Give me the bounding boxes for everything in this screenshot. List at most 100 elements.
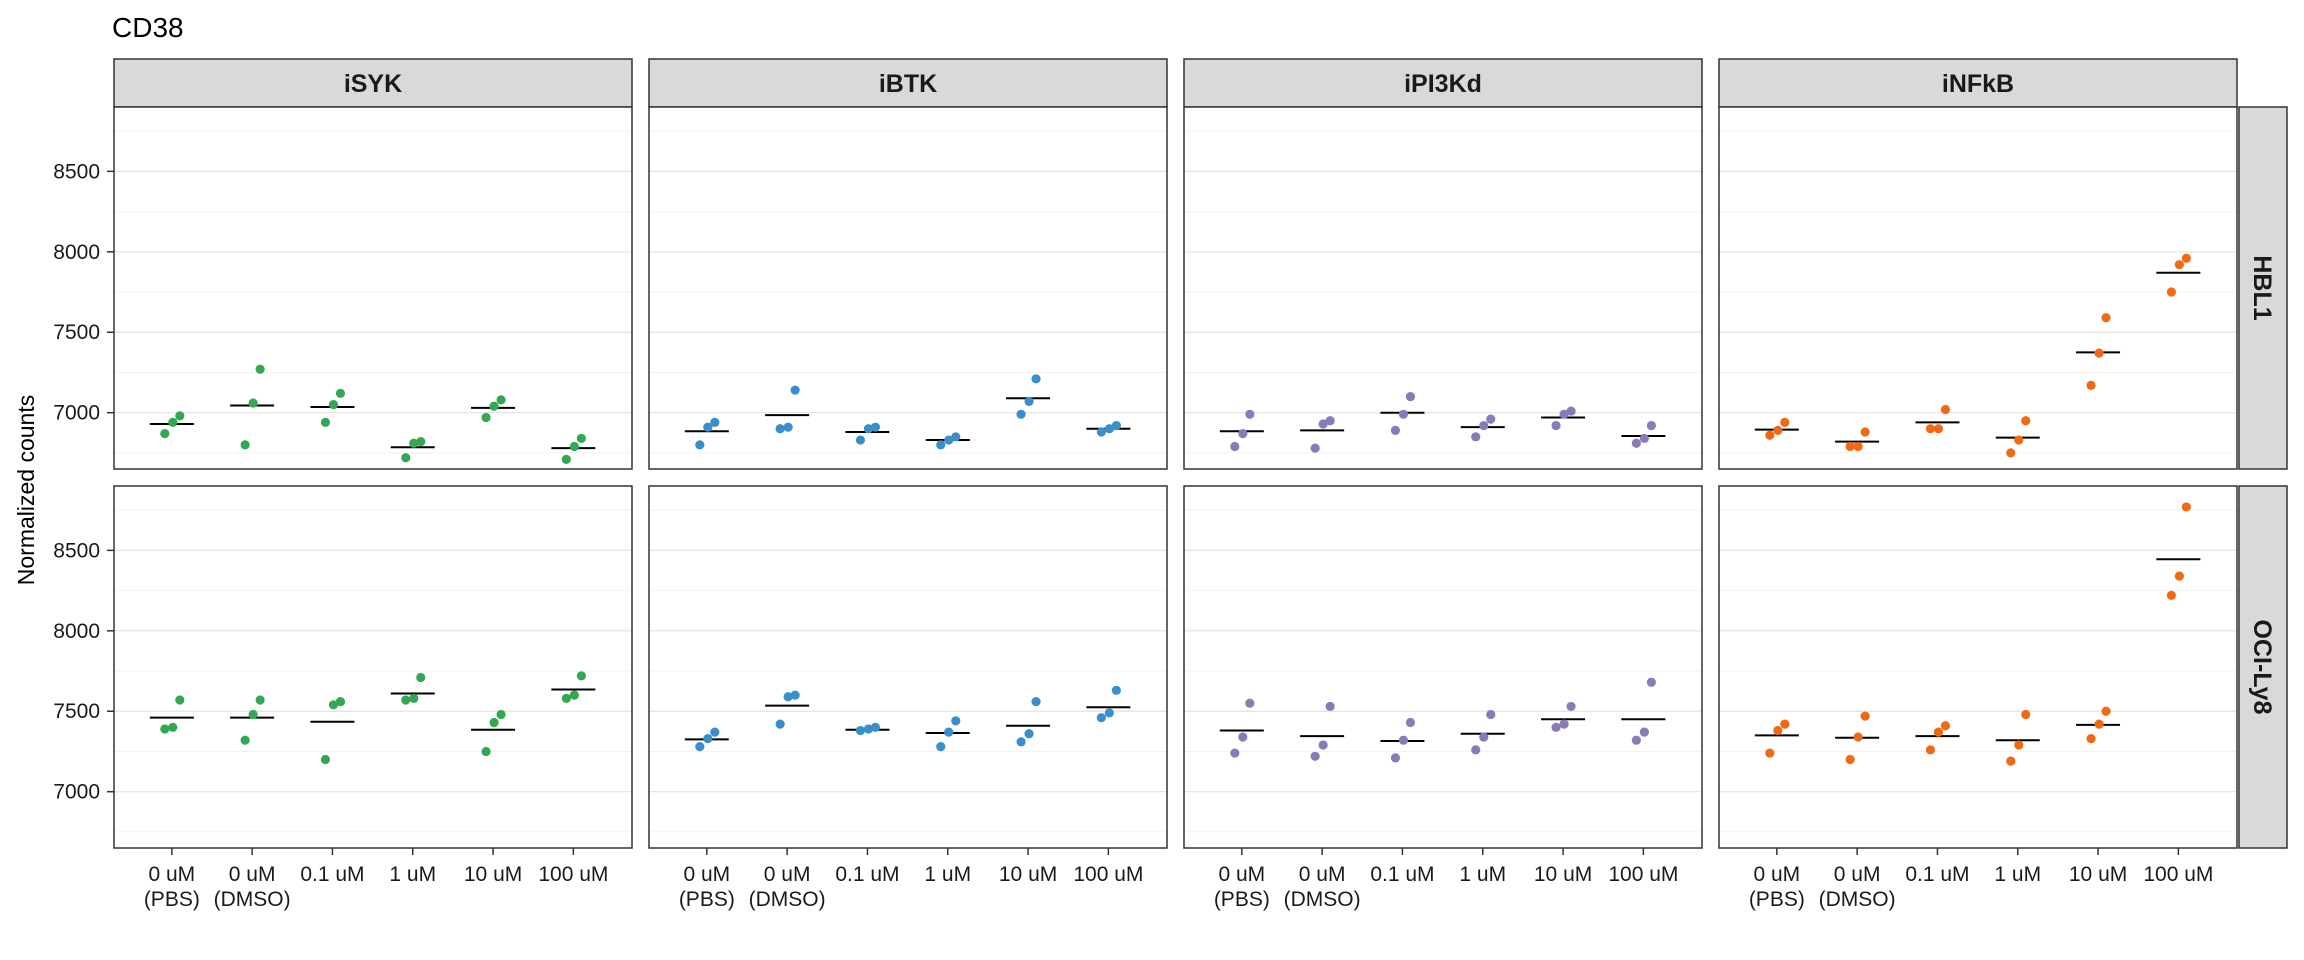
x-tick-label-line: 0 uM xyxy=(229,863,276,886)
x-tick-label: 10 uM xyxy=(1534,863,1592,886)
data-point xyxy=(1318,419,1328,429)
data-point xyxy=(703,422,713,432)
data-point xyxy=(870,422,881,432)
data-point xyxy=(401,695,411,705)
x-tick-label: 1 uM xyxy=(1994,863,2041,886)
row-label-HBL1: HBL1 xyxy=(2248,255,2276,320)
data-point xyxy=(1096,713,1106,723)
panel-background xyxy=(114,486,632,848)
data-point xyxy=(1566,701,1576,712)
x-tick-label: 10 uM xyxy=(464,863,522,886)
x-tick-label: 0 uM (DMSO) xyxy=(749,863,826,911)
data-point xyxy=(1245,698,1255,708)
data-point xyxy=(790,690,800,700)
data-point xyxy=(2174,571,2184,581)
x-tick-label: 0 uM (DMSO) xyxy=(1819,863,1896,911)
x-tick-label: 10 uM xyxy=(2069,863,2127,886)
data-point xyxy=(1405,392,1416,402)
data-point xyxy=(2094,719,2104,729)
panel-background xyxy=(1719,486,2237,848)
facet-label-iBTK: iBTK xyxy=(879,70,937,98)
x-tick-label-line: 0 uM xyxy=(683,863,730,886)
data-point xyxy=(863,724,874,734)
data-point xyxy=(335,696,346,707)
data-point xyxy=(951,432,961,442)
data-point xyxy=(255,364,265,374)
x-tick-label-line: 1 uM xyxy=(1994,863,2041,886)
data-point xyxy=(1486,414,1496,424)
data-point xyxy=(401,453,411,463)
y-tick-label: 8500 xyxy=(53,160,100,183)
x-tick-label-line: (PBS) xyxy=(1214,888,1270,911)
panel-background xyxy=(1184,486,1702,848)
data-point xyxy=(1559,409,1569,419)
x-tick-label: 0 uM (PBS) xyxy=(1749,863,1805,911)
x-tick-label-line: 0 uM xyxy=(764,863,811,886)
x-tick-label-line: 0.1 uM xyxy=(835,863,899,886)
data-point xyxy=(1310,443,1320,453)
y-tick-label: 8000 xyxy=(53,241,100,264)
data-point xyxy=(1559,719,1569,729)
data-point xyxy=(1940,404,1951,415)
x-tick-label-line: 100 uM xyxy=(1608,863,1678,886)
data-point xyxy=(160,429,170,439)
facet-strip-iSYK xyxy=(113,58,633,108)
row-label-OCI-Ly8: OCI-Ly8 xyxy=(2248,620,2276,715)
data-point xyxy=(1853,732,1863,742)
data-point xyxy=(576,433,586,444)
data-point xyxy=(248,398,258,408)
facet-strip-iNFkB xyxy=(1718,58,2238,108)
panel-background xyxy=(114,107,632,469)
data-point xyxy=(936,440,946,450)
row-strip-OCI-Ly8 xyxy=(2238,485,2288,849)
x-tick-label-line: 10 uM xyxy=(464,863,522,886)
x-tick-label-line: (PBS) xyxy=(679,888,735,911)
data-point xyxy=(1925,745,1936,755)
x-tick-label-line: 0.1 uM xyxy=(300,863,364,886)
data-point xyxy=(1551,420,1561,431)
data-point xyxy=(1471,745,1481,755)
data-point xyxy=(1631,438,1641,448)
data-point xyxy=(1325,701,1335,712)
data-point xyxy=(695,742,705,752)
chart-title: CD38 xyxy=(112,12,184,43)
data-point xyxy=(2006,448,2016,458)
y-tick-label: 8000 xyxy=(53,620,100,643)
data-point xyxy=(320,417,331,427)
data-point xyxy=(944,727,954,737)
data-point xyxy=(1398,409,1409,419)
data-point xyxy=(1765,748,1775,758)
data-point xyxy=(489,717,499,728)
data-point xyxy=(2101,313,2111,323)
data-point xyxy=(569,441,579,452)
x-tick-label: 100 uM xyxy=(2143,863,2213,886)
data-point xyxy=(775,424,785,434)
data-point xyxy=(855,435,866,445)
data-point xyxy=(409,693,419,703)
data-point xyxy=(1031,374,1041,384)
data-point xyxy=(1245,409,1255,419)
data-point xyxy=(1238,429,1248,439)
data-point xyxy=(1111,685,1121,695)
x-tick-label: 100 uM xyxy=(538,863,608,886)
x-tick-label-line: 0 uM xyxy=(1834,863,1881,886)
x-tick-label-line: (DMSO) xyxy=(749,888,826,911)
data-point xyxy=(496,709,506,720)
data-point xyxy=(1639,727,1649,737)
data-point xyxy=(2086,380,2096,390)
data-point xyxy=(1933,727,1944,737)
data-point xyxy=(1765,430,1775,440)
x-tick-label: 0 uM (DMSO) xyxy=(214,863,291,911)
data-point xyxy=(2181,253,2191,263)
data-point xyxy=(1024,729,1034,739)
data-point xyxy=(2166,590,2176,601)
panel-border xyxy=(1183,106,1703,470)
data-point xyxy=(240,440,250,450)
data-point xyxy=(783,692,793,702)
data-point xyxy=(1845,441,1855,452)
data-point xyxy=(561,693,571,703)
data-point xyxy=(1639,433,1649,444)
data-point xyxy=(863,424,874,434)
data-point xyxy=(1230,748,1240,758)
data-point xyxy=(2181,502,2191,512)
